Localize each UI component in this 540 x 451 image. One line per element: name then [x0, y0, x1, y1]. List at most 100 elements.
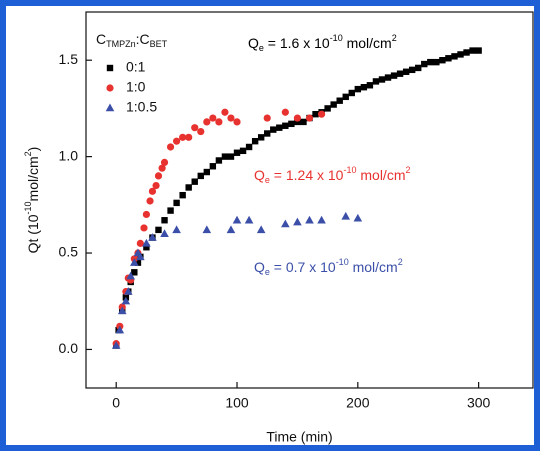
legend-marker: [105, 103, 115, 112]
point: [463, 49, 470, 56]
point: [239, 147, 247, 155]
text-part: BET: [150, 39, 168, 49]
point: [146, 197, 154, 205]
text-part: ): [25, 147, 41, 152]
annotation: Qe = 0.7 x 10-10 mol/cm2: [254, 257, 403, 277]
point: [245, 143, 253, 151]
point: [312, 110, 319, 118]
text-part: = 1.24 x 10: [270, 167, 344, 183]
point: [257, 134, 265, 141]
text-part: = 1.6 x 10: [264, 35, 330, 51]
point: [293, 114, 302, 122]
point: [348, 89, 355, 97]
point: [166, 143, 175, 151]
legend-label: 1:0.5: [126, 99, 157, 115]
point: [427, 58, 434, 66]
x-axis-label: Time (min): [266, 429, 332, 445]
point: [167, 207, 174, 214]
point: [221, 153, 229, 160]
point: [152, 181, 160, 190]
point: [457, 51, 464, 58]
text-part: = 0.7 x 10: [270, 259, 336, 275]
text-part: Qt (10: [25, 214, 41, 253]
point: [148, 233, 157, 241]
point: [233, 118, 241, 126]
point: [244, 215, 254, 224]
point: [408, 66, 416, 74]
point: [288, 120, 295, 128]
plot-box: [85, 11, 534, 389]
point: [191, 178, 198, 185]
point: [111, 341, 121, 349]
point: [421, 60, 428, 68]
y-tick-label: 0.5: [59, 244, 79, 260]
x-tick-label: 200: [346, 395, 370, 411]
point: [121, 296, 131, 305]
point: [232, 215, 242, 224]
point: [154, 172, 163, 180]
point: [264, 130, 271, 137]
point: [469, 47, 476, 54]
legend-label: 0:1: [126, 59, 146, 75]
text-part: -10: [330, 33, 343, 43]
text-part: e: [259, 43, 264, 53]
point: [281, 219, 290, 228]
point: [160, 158, 169, 166]
point: [317, 110, 326, 118]
point: [263, 114, 271, 122]
point: [197, 172, 204, 180]
text-part: C: [96, 31, 106, 47]
x-tick-label: 0: [112, 395, 120, 411]
point: [294, 118, 301, 126]
point: [197, 127, 205, 136]
text-part: -10: [336, 257, 349, 267]
text-part: e: [265, 267, 270, 277]
text-part: 2: [405, 165, 410, 175]
point: [179, 133, 187, 141]
point: [324, 105, 331, 112]
point: [143, 244, 150, 251]
point: [433, 58, 440, 66]
annotation: Qe = 1.24 x 10-10 mol/cm2: [254, 165, 411, 185]
point: [203, 168, 211, 176]
point: [366, 82, 374, 89]
text-part: Q: [254, 167, 265, 183]
text-part: :C: [136, 31, 150, 47]
point: [209, 114, 217, 122]
point: [342, 93, 349, 101]
point: [155, 226, 162, 234]
point: [130, 258, 139, 266]
point: [126, 271, 135, 280]
point: [353, 213, 363, 222]
point: [372, 78, 380, 85]
point: [140, 224, 148, 232]
point: [131, 269, 138, 276]
point: [300, 118, 307, 126]
point: [148, 187, 157, 195]
point: [415, 64, 422, 72]
point: [330, 101, 337, 108]
point: [115, 325, 125, 334]
y-tick-label: 1.5: [59, 51, 79, 67]
point: [293, 217, 302, 226]
point: [378, 76, 386, 83]
legend-marker: [106, 64, 114, 72]
point: [202, 225, 212, 234]
x-tick-label: 300: [467, 395, 491, 411]
point: [233, 149, 241, 156]
point: [123, 287, 133, 295]
legend-label: 1:0: [126, 79, 146, 95]
text-part: mol/cm: [343, 35, 392, 51]
text-part: -10: [343, 165, 356, 175]
point: [402, 68, 410, 75]
point: [134, 259, 142, 266]
point: [336, 97, 343, 104]
point: [256, 225, 266, 234]
point: [203, 118, 211, 126]
point: [384, 74, 392, 81]
point: [158, 164, 166, 172]
annotation: Qe = 1.6 x 10-10 mol/cm2: [248, 33, 397, 53]
point: [160, 229, 169, 237]
